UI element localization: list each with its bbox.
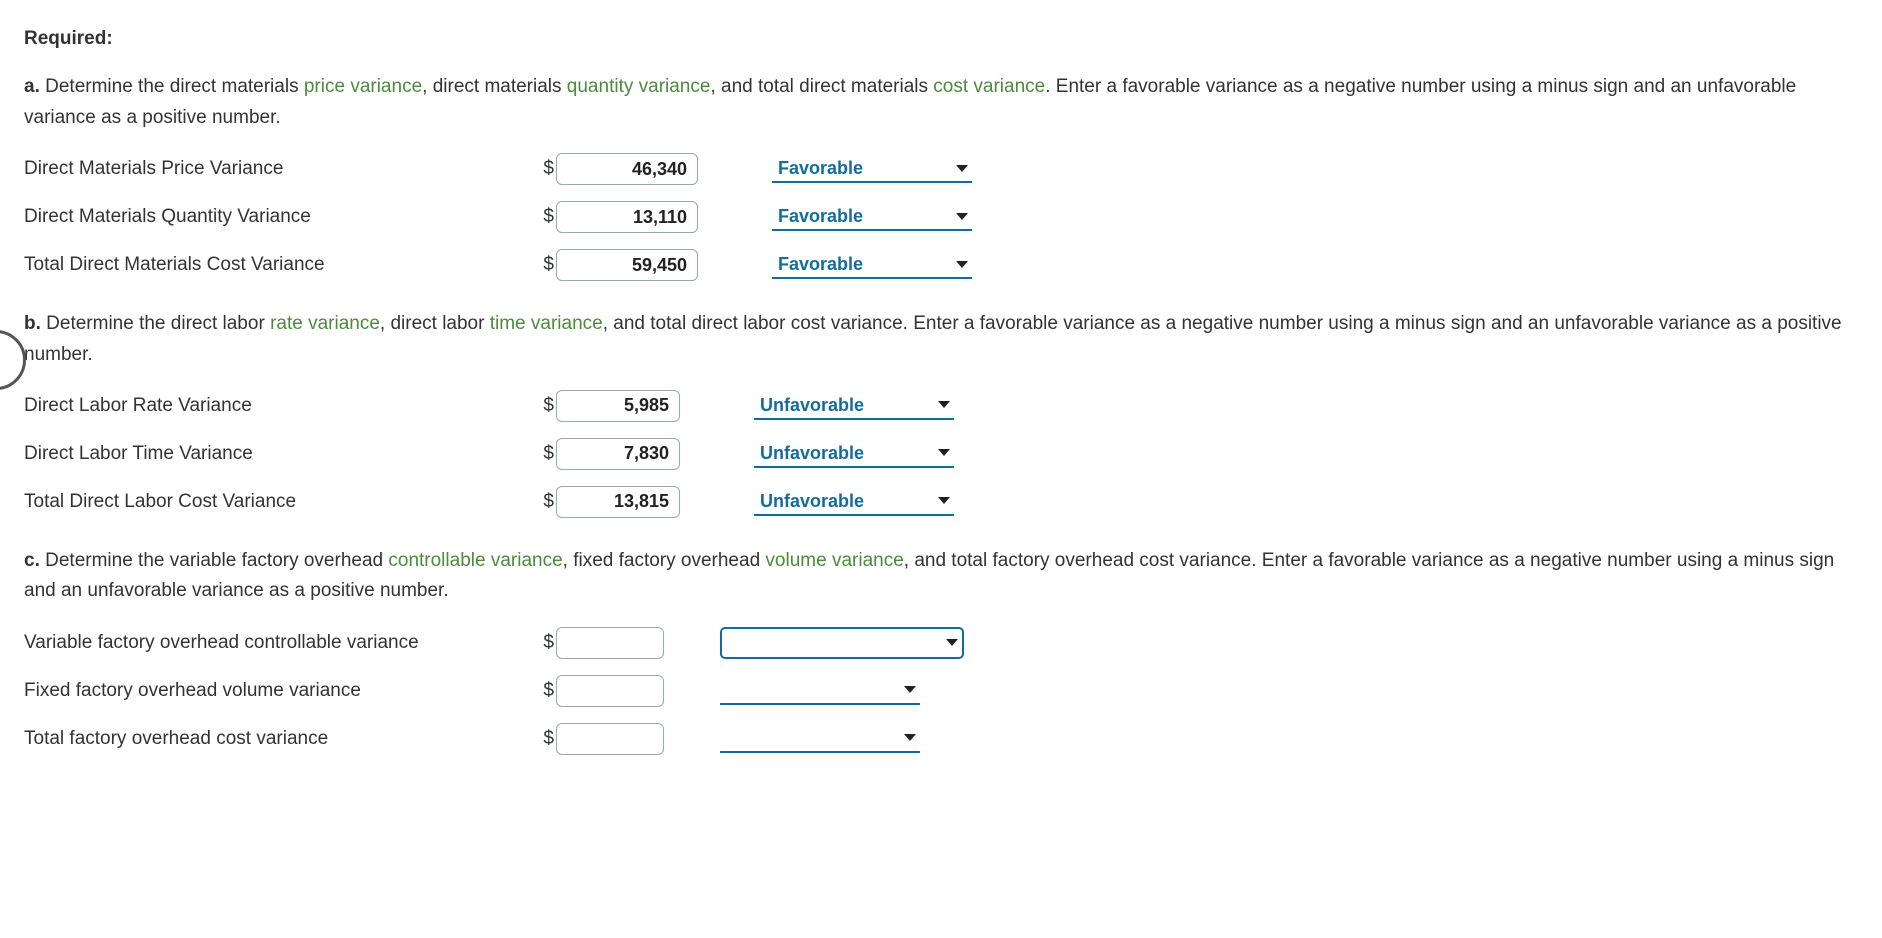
section-a-marker: a. — [24, 76, 40, 97]
select-dl-total-variance[interactable]: Unfavorable — [754, 488, 954, 516]
select-value: Unfavorable — [760, 487, 932, 516]
input-total-fo-cost-variance[interactable] — [556, 723, 664, 755]
select-dm-price-variance[interactable]: Favorable — [772, 155, 972, 183]
section-b-marker: b. — [24, 313, 41, 334]
link-volume-variance[interactable]: volume variance — [765, 550, 903, 571]
link-time-variance[interactable]: time variance — [490, 313, 603, 334]
row-dl-time-variance: Direct Labor Time Variance $ Unfavorable — [24, 430, 1858, 478]
select-dm-quantity-variance[interactable]: Favorable — [772, 203, 972, 231]
label-dl-total-variance: Total Direct Labor Cost Variance — [24, 487, 534, 517]
select-ffo-volume-variance[interactable] — [720, 677, 920, 705]
row-total-fo-cost-variance: Total factory overhead cost variance $ — [24, 715, 1858, 763]
section-b-prompt: b. Determine the direct labor rate varia… — [24, 309, 1858, 370]
section-a-text-2: , direct materials — [422, 76, 567, 97]
input-dl-total-variance[interactable] — [556, 486, 680, 518]
chevron-down-icon — [904, 686, 916, 693]
label-total-fo-cost-variance: Total factory overhead cost variance — [24, 724, 534, 754]
chevron-down-icon — [904, 734, 916, 741]
select-dm-total-variance[interactable]: Favorable — [772, 251, 972, 279]
row-dl-total-variance: Total Direct Labor Cost Variance $ Unfav… — [24, 478, 1858, 526]
label-dl-time-variance: Direct Labor Time Variance — [24, 439, 534, 469]
select-value: Favorable — [778, 202, 950, 231]
section-c-prompt: c. Determine the variable factory overhe… — [24, 546, 1858, 607]
row-dm-total-variance: Total Direct Materials Cost Variance $ F… — [24, 241, 1858, 289]
currency-symbol: $ — [534, 628, 554, 658]
currency-symbol: $ — [534, 391, 554, 421]
currency-symbol: $ — [534, 202, 554, 232]
select-value: Favorable — [778, 154, 950, 183]
chevron-down-icon — [956, 165, 968, 172]
input-dm-quantity-variance[interactable] — [556, 201, 698, 233]
label-ffo-volume-variance: Fixed factory overhead volume variance — [24, 676, 534, 706]
chevron-down-icon — [938, 449, 950, 456]
chevron-down-icon — [938, 497, 950, 504]
input-vfo-controllable-variance[interactable] — [556, 627, 664, 659]
select-value: Favorable — [778, 250, 950, 279]
section-a-rows: Direct Materials Price Variance $ Favora… — [24, 145, 1858, 289]
row-ffo-volume-variance: Fixed factory overhead volume variance $ — [24, 667, 1858, 715]
section-c-text-1: Determine the variable factory overhead — [40, 550, 389, 571]
link-quantity-variance[interactable]: quantity variance — [567, 76, 711, 97]
currency-symbol: $ — [534, 439, 554, 469]
input-ffo-volume-variance[interactable] — [556, 675, 664, 707]
label-vfo-controllable-variance: Variable factory overhead controllable v… — [24, 628, 534, 658]
row-vfo-controllable-variance: Variable factory overhead controllable v… — [24, 619, 1858, 667]
label-dl-rate-variance: Direct Labor Rate Variance — [24, 391, 534, 421]
select-total-fo-cost-variance[interactable] — [720, 725, 920, 753]
decorative-circle — [0, 330, 26, 390]
link-rate-variance[interactable]: rate variance — [270, 313, 380, 334]
select-dl-time-variance[interactable]: Unfavorable — [754, 440, 954, 468]
section-c-rows: Variable factory overhead controllable v… — [24, 619, 1858, 763]
row-dm-price-variance: Direct Materials Price Variance $ Favora… — [24, 145, 1858, 193]
chevron-down-icon — [946, 639, 958, 646]
section-a-prompt: a. Determine the direct materials price … — [24, 72, 1858, 133]
select-dl-rate-variance[interactable]: Unfavorable — [754, 392, 954, 420]
currency-symbol: $ — [534, 250, 554, 280]
input-dl-time-variance[interactable] — [556, 438, 680, 470]
select-value: Unfavorable — [760, 439, 932, 468]
required-heading: Required: — [24, 24, 1858, 54]
row-dm-quantity-variance: Direct Materials Quantity Variance $ Fav… — [24, 193, 1858, 241]
chevron-down-icon — [956, 213, 968, 220]
link-controllable-variance[interactable]: controllable variance — [388, 550, 562, 571]
section-c-text-2: , fixed factory overhead — [563, 550, 766, 571]
input-dm-price-variance[interactable] — [556, 153, 698, 185]
select-value: Unfavorable — [760, 391, 932, 420]
currency-symbol: $ — [534, 676, 554, 706]
select-vfo-controllable-variance[interactable] — [720, 627, 964, 659]
section-b-rows: Direct Labor Rate Variance $ Unfavorable… — [24, 382, 1858, 526]
label-dm-total-variance: Total Direct Materials Cost Variance — [24, 250, 534, 280]
chevron-down-icon — [938, 401, 950, 408]
section-c-marker: c. — [24, 550, 40, 571]
section-a-text-3: , and total direct materials — [710, 76, 933, 97]
label-dm-price-variance: Direct Materials Price Variance — [24, 154, 534, 184]
section-a-text-1: Determine the direct materials — [40, 76, 304, 97]
input-dm-total-variance[interactable] — [556, 249, 698, 281]
section-b-text-2: , direct labor — [380, 313, 490, 334]
currency-symbol: $ — [534, 487, 554, 517]
link-cost-variance[interactable]: cost variance — [933, 76, 1045, 97]
section-b-text-1: Determine the direct labor — [41, 313, 270, 334]
link-price-variance[interactable]: price variance — [304, 76, 422, 97]
currency-symbol: $ — [534, 154, 554, 184]
currency-symbol: $ — [534, 724, 554, 754]
chevron-down-icon — [956, 261, 968, 268]
label-dm-quantity-variance: Direct Materials Quantity Variance — [24, 202, 534, 232]
row-dl-rate-variance: Direct Labor Rate Variance $ Unfavorable — [24, 382, 1858, 430]
input-dl-rate-variance[interactable] — [556, 390, 680, 422]
